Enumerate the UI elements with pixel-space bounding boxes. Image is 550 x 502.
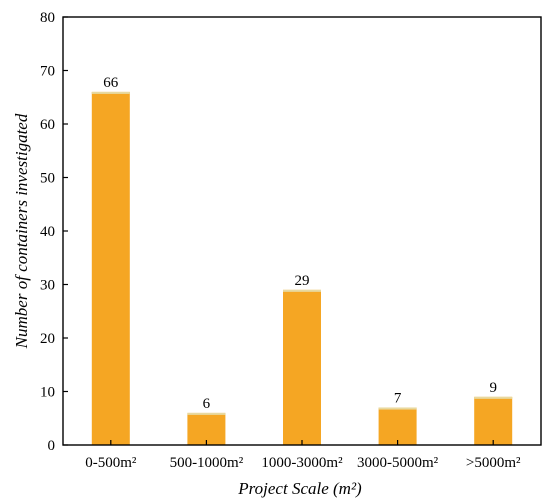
y-tick-label: 50 [40,171,55,187]
x-axis-ticks: 0-500m² 500-1000m² 1000-3000m² 3000-5000m² >… [85,440,521,471]
y-tick-label: 80 [40,10,55,26]
bar-top-edge [91,91,130,94]
bars [91,91,513,446]
plot-frame [62,16,542,446]
y-tick-label: 70 [40,64,55,80]
y-axis-title: Number of containers investigated [12,113,31,349]
y-axis-ticks: 0 10 20 30 40 50 60 70 80 [40,10,68,454]
x-tick-label: >5000m² [466,455,521,471]
y-tick-label: 20 [40,331,55,347]
y-tick-label: 40 [40,224,55,240]
bar-data-label: 7 [394,391,402,407]
bar [474,396,513,445]
bar [91,91,130,446]
bar-top-edge [187,412,226,415]
bar-data-label: 6 [203,396,211,412]
x-axis-title: Project Scale (m²) [237,479,362,498]
bar-top-edge [378,407,417,410]
bar-data-label: 66 [103,75,119,91]
bar-data-label: 9 [489,380,497,396]
x-tick-label: 3000-5000m² [357,455,439,471]
bar-top-edge [283,289,321,292]
y-tick-label: 10 [40,385,55,401]
x-tick-label: 0-500m² [85,455,137,471]
x-tick-label: 500-1000m² [170,455,244,471]
bar [187,412,226,445]
x-tick-label: 1000-3000m² [261,455,343,471]
y-tick-label: 30 [40,278,55,294]
bar-data-label: 29 [295,273,310,289]
bar [378,407,417,445]
y-tick-label: 0 [48,438,56,454]
y-tick-label: 60 [40,117,55,133]
bar-top-edge [474,396,513,399]
bar [283,289,321,445]
